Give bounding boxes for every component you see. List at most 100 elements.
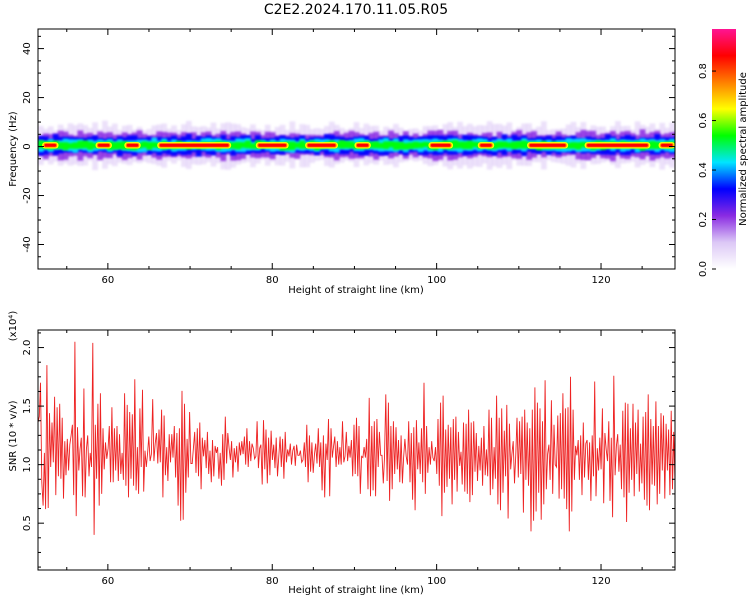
spectral-band-cell xyxy=(471,141,478,148)
high-amplitude-core xyxy=(258,143,287,147)
spectral-band-cell xyxy=(422,141,429,147)
spectrogram-x-tick-label: 60 xyxy=(101,275,114,286)
spectrogram-y-tick-label: 20 xyxy=(22,91,33,104)
spectral-band-cell xyxy=(87,141,94,150)
high-amplitude-core xyxy=(356,143,369,147)
spectral-band-cell xyxy=(38,140,44,149)
spectral-band-cell xyxy=(116,141,123,150)
snr-x-tick-label: 80 xyxy=(266,576,279,587)
spectral-band-cell xyxy=(378,142,385,149)
spectral-band-cell xyxy=(62,142,69,151)
spectral-band-cell xyxy=(348,141,355,149)
spectral-band-cell xyxy=(245,140,251,149)
snr-x-tick-label: 60 xyxy=(101,576,114,587)
spectral-band xyxy=(38,120,675,171)
spectrogram-y-tick-label: 40 xyxy=(22,42,33,55)
snr-series-line xyxy=(38,341,675,535)
spectral-band-cell xyxy=(580,141,587,148)
spectral-band-cell xyxy=(516,141,523,149)
spectral-band-cell xyxy=(467,140,473,150)
spectral-band-cell xyxy=(289,141,296,150)
snr-y-tick-label: 1.0 xyxy=(22,457,33,473)
spectral-band-cell xyxy=(250,143,256,149)
snr-axes: 60 80 100 120 0.5 1.0 1.5 2.0 xyxy=(22,330,675,587)
high-amplitude-core xyxy=(98,143,110,147)
colorbar-tick-label: 0.4 xyxy=(698,162,709,178)
spectral-band-cell xyxy=(368,141,375,149)
spectral-band-cell xyxy=(57,142,64,149)
spectral-band-cell xyxy=(570,142,577,149)
snr-x-label: Height of straight line (km) xyxy=(288,585,424,596)
snr-panel: 60 80 100 120 0.5 1.0 1.5 2.0 Height of straigh… xyxy=(8,311,676,596)
spectral-band-cell xyxy=(496,141,503,149)
snr-x-tick-label: 100 xyxy=(427,576,446,587)
spectrogram-axes: 60 80 100 120 -40 -20 0 20 40 xyxy=(22,29,675,286)
spectral-band-cell xyxy=(240,142,246,148)
spectral-band-cell xyxy=(299,140,306,149)
spectral-band-cell xyxy=(141,141,148,148)
spectral-band-cell xyxy=(235,142,242,150)
colorbar-tick-label: 0.6 xyxy=(698,113,709,129)
spectral-band-cell xyxy=(146,142,153,150)
spectral-band-cell xyxy=(67,143,74,149)
figure-title: C2E2.2024.170.11.05.R05 xyxy=(264,2,448,18)
spectral-band-cell xyxy=(393,141,399,150)
spectral-band-cell xyxy=(72,142,79,149)
spectral-band-cell xyxy=(521,140,528,149)
spectral-band-cell xyxy=(373,141,380,149)
spectral-band-cell xyxy=(388,141,394,148)
high-amplitude-core xyxy=(430,143,451,147)
spectral-band-cell xyxy=(343,141,350,149)
spectral-band-cell xyxy=(501,141,508,148)
high-amplitude-core xyxy=(44,143,57,147)
colorbar-tick-label: 0.0 xyxy=(698,261,709,277)
high-amplitude-core xyxy=(587,143,648,147)
spectrogram-panel: 60 80 100 120 -40 -20 0 20 40 Height of straight… xyxy=(8,28,676,296)
spectral-band-cell xyxy=(575,142,582,150)
snr-x-tick-label: 120 xyxy=(591,576,610,587)
spectral-band-cell xyxy=(111,142,118,150)
spectrogram-y-tick-label: -20 xyxy=(22,187,33,203)
spectral-band-cell xyxy=(506,142,513,149)
high-amplitude-core xyxy=(480,143,492,147)
snr-y-label: SNR (10 * v/v) xyxy=(8,400,19,471)
spectral-band-cell xyxy=(230,142,237,149)
high-amplitude-core xyxy=(159,143,229,147)
spectral-band-cell xyxy=(462,141,468,150)
spectral-band-cell xyxy=(491,142,498,150)
spectral-band-cell xyxy=(92,142,99,149)
colorbar-label: Normalized spectral amplitude xyxy=(738,72,749,226)
spectral-band-cell xyxy=(654,141,661,149)
colorbar-tick-label: 0.8 xyxy=(698,63,709,79)
spectral-band-cell xyxy=(511,141,518,150)
colorbar: 0.0 0.2 0.4 0.6 0.8 Normalized spectral ampl… xyxy=(698,29,749,277)
spectral-band-cell xyxy=(407,142,414,149)
spectrogram-y-tick-label: 0 xyxy=(22,143,33,149)
spectrogram-frame xyxy=(37,28,676,270)
spectral-band-cell xyxy=(565,142,572,149)
spectral-band-cell xyxy=(402,143,409,150)
spectrogram-y-label: Frequency (Hz) xyxy=(8,111,19,187)
spectrogram-x-tick-label: 120 xyxy=(591,275,610,286)
high-amplitude-segments xyxy=(42,142,675,149)
high-amplitude-core xyxy=(529,143,566,147)
spectrogram-x-label: Height of straight line (km) xyxy=(288,285,424,296)
snr-y-tick-label: 0.5 xyxy=(22,515,33,531)
spectrogram-y-tick-label: -40 xyxy=(22,236,33,252)
colorbar-tick-label: 0.2 xyxy=(698,212,709,228)
colorbar-gradient xyxy=(712,29,736,269)
spectrogram-x-tick-label: 80 xyxy=(266,275,279,286)
spectral-band-cell xyxy=(383,141,389,149)
spectral-band-cell xyxy=(398,142,404,150)
snr-y-tick-label: 1.5 xyxy=(22,398,33,414)
spectral-band-cell xyxy=(412,141,419,149)
spectral-band-cell xyxy=(649,141,656,149)
snr-y-multiplier: (x10⁴) xyxy=(8,311,19,342)
spectral-band-cell xyxy=(151,142,158,148)
high-amplitude-core xyxy=(661,143,673,147)
spectral-band-cell xyxy=(77,140,84,149)
spectral-band-cell xyxy=(82,140,89,149)
snr-y-tick-label: 2.0 xyxy=(22,340,33,356)
spectrogram-x-tick-label: 100 xyxy=(427,275,446,286)
